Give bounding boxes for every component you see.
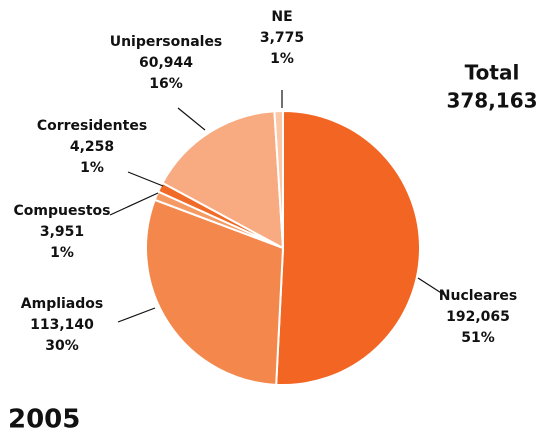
leader-line <box>109 192 159 216</box>
slice-label: Unipersonales <box>110 34 223 50</box>
total-value: 378,163 <box>446 89 536 113</box>
slice-label: Nucleares <box>439 288 517 304</box>
leader-line <box>127 171 164 187</box>
slice-label: Corresidentes <box>37 118 147 134</box>
chart-title: 2005 <box>8 405 80 435</box>
slice-label: NE <box>271 9 292 25</box>
slice-percent: 51% <box>461 330 495 346</box>
leader-line <box>417 277 447 297</box>
slice-value: 113,140 <box>30 317 94 333</box>
slice-label: Ampliados <box>21 296 103 312</box>
slice-percent: 1% <box>50 245 74 261</box>
slice-value: 4,258 <box>70 139 114 155</box>
slice-value: 3,951 <box>40 224 84 240</box>
slice-percent: 1% <box>80 160 104 176</box>
pie-slice <box>145 198 285 386</box>
slice-value: 192,065 <box>446 309 510 325</box>
pie-slice <box>275 109 421 386</box>
slice-label: Compuestos <box>14 203 111 219</box>
leader-line <box>177 107 206 131</box>
pie-slice <box>161 110 285 250</box>
slice-value: 60,944 <box>139 55 193 71</box>
slice-percent: 16% <box>149 76 183 92</box>
slice-percent: 30% <box>45 338 79 354</box>
pie-slice <box>273 109 284 249</box>
leader-line <box>117 307 156 323</box>
slice-percent: 1% <box>270 51 294 67</box>
slice-value: 3,775 <box>260 30 304 46</box>
total-title: Total <box>465 61 520 85</box>
